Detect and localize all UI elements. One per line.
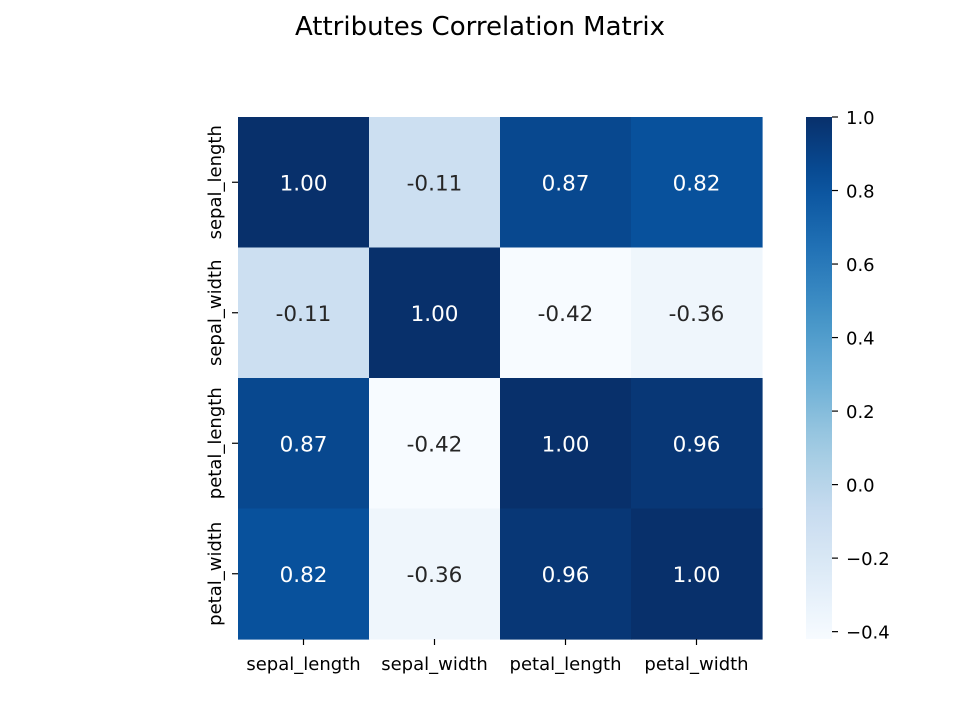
heatmap-cell (631, 378, 763, 510)
colorbar-tick-label: 0.0 (846, 476, 875, 497)
heatmap-cell (369, 247, 501, 379)
colorbar-tick-label: 0.8 (846, 182, 875, 203)
colorbar-tick-label: 0.6 (846, 255, 875, 276)
cell-annotation: -0.42 (538, 302, 594, 327)
colorbar-tick-label: −0.2 (846, 549, 890, 570)
cell-annotation: 1.00 (280, 171, 328, 196)
cell-annotation: 0.82 (280, 563, 328, 588)
colorbar-gradient (806, 117, 832, 639)
heatmap-cell (500, 247, 632, 379)
colorbar-tick-label: −0.4 (846, 623, 890, 644)
chart-title: Attributes Correlation Matrix (295, 12, 665, 42)
cell-annotation: 0.87 (542, 171, 590, 196)
heatmap-cell (631, 247, 763, 379)
heatmap-cell (369, 378, 501, 510)
y-tick-label: petal_width (205, 522, 226, 626)
heatmap-cell (238, 247, 370, 379)
cell-annotation: -0.36 (669, 302, 725, 327)
x-axis: sepal_length sepal_width petal_length petal… (246, 639, 749, 675)
cell-annotation: 0.96 (673, 432, 721, 457)
cell-annotation: 1.00 (542, 432, 590, 457)
x-tick-label: petal_width (644, 654, 748, 675)
heatmap-cell (238, 378, 370, 510)
cell-annotation: 1.00 (673, 563, 721, 588)
cell-annotations: 1.00 -0.11 0.87 0.82 -0.11 1.00 -0.42 -0.36 0.87… (276, 171, 725, 588)
cell-annotation: -0.11 (407, 171, 463, 196)
cell-annotation: -0.36 (407, 563, 463, 588)
colorbar-tick-label: 0.4 (846, 329, 875, 350)
y-tick-label: petal_length (205, 387, 226, 499)
heatmap-cell (631, 508, 763, 640)
x-tick-label: sepal_length (246, 654, 360, 675)
cell-annotation: 1.00 (411, 302, 459, 327)
cell-annotation: -0.42 (407, 432, 463, 457)
colorbar-tick-label: 1.0 (846, 108, 875, 129)
colorbar-tick-label: 0.2 (846, 402, 875, 423)
cell-annotation: 0.96 (542, 563, 590, 588)
cell-annotation: 0.87 (280, 432, 328, 457)
heatmap-cell (500, 117, 632, 249)
heatmap-cell (500, 378, 632, 510)
x-tick-label: petal_length (510, 654, 622, 675)
x-tick-label: sepal_width (381, 654, 488, 675)
heatmap-grid (238, 117, 763, 640)
y-tick-label: sepal_length (205, 125, 226, 239)
heatmap-cell (238, 508, 370, 640)
y-axis: sepal_length sepal_width petal_lengthpetal… (205, 125, 238, 626)
heatmap-cell (369, 117, 501, 249)
heatmap-cell (500, 508, 632, 640)
y-tick-label: sepal_width (205, 259, 226, 366)
colorbar: 1.0 0.8 0.6 0.4 0.2 0.0 −0.2 −0.4 (806, 108, 890, 644)
heatmap-cell (631, 117, 763, 249)
cell-annotation: -0.11 (276, 302, 332, 327)
heatmap-cell (238, 117, 370, 249)
heatmap-cell (369, 508, 501, 640)
cell-annotation: 0.82 (673, 171, 721, 196)
